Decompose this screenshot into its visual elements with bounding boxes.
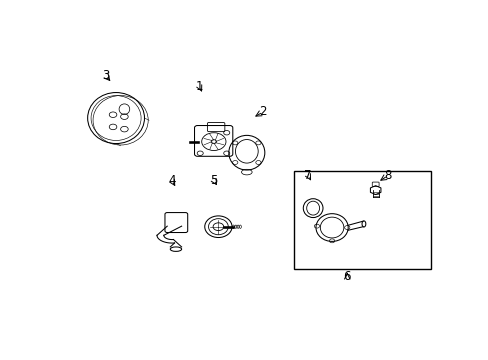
Text: 4: 4 [168,175,176,188]
Text: 3: 3 [102,69,109,82]
Text: 1: 1 [195,80,203,93]
Text: 7: 7 [304,169,311,182]
Text: 2: 2 [259,105,266,118]
Text: 5: 5 [210,174,217,186]
Text: 6: 6 [343,270,350,283]
Text: 8: 8 [384,169,391,182]
